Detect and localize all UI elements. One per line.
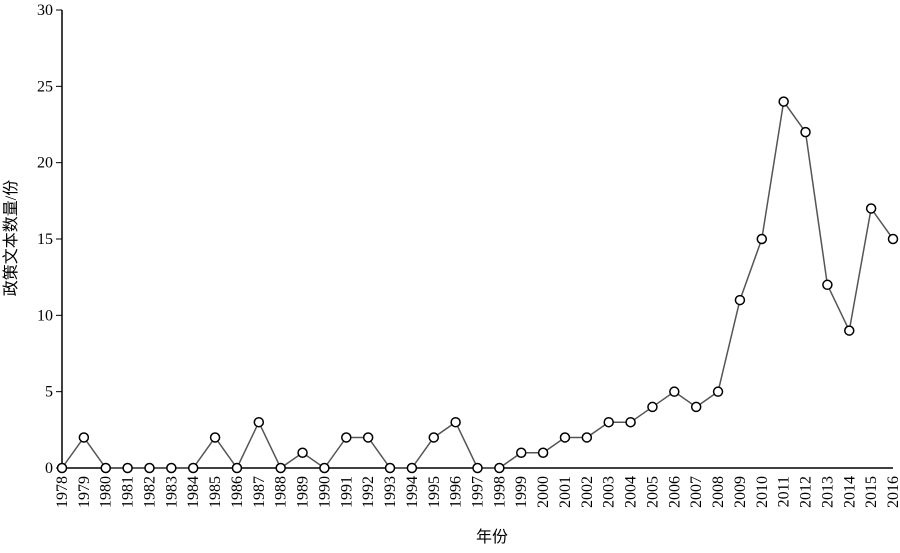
x-tick-label: 1986 (229, 476, 246, 508)
data-point (253, 416, 265, 428)
x-axis-label: 年份 (476, 528, 508, 546)
data-point (603, 416, 614, 428)
y-tick-label: 15 (37, 231, 53, 248)
data-point (56, 462, 68, 474)
data-point (537, 447, 549, 458)
data-point (669, 386, 680, 397)
data-point (78, 432, 90, 443)
x-tick-label: 1993 (382, 476, 399, 508)
data-point (166, 462, 177, 474)
x-tick-label: 2012 (798, 476, 815, 508)
x-tick-label: 2007 (688, 476, 705, 508)
data-point (100, 462, 111, 474)
y-tick-label: 20 (37, 155, 53, 172)
x-tick-label: 2009 (732, 476, 749, 508)
data-point (297, 447, 308, 458)
y-tick-label: 0 (45, 460, 53, 477)
data-point (362, 432, 374, 443)
data-point (581, 432, 593, 443)
data-point (494, 462, 505, 474)
x-tick-label: 2006 (666, 476, 683, 508)
x-tick-label: 1988 (273, 476, 290, 508)
data-point (231, 462, 243, 474)
x-tick-label: 1989 (295, 476, 312, 508)
x-tick-label: 2001 (557, 476, 574, 508)
data-point (625, 416, 636, 428)
x-tick-label: 2004 (623, 476, 640, 508)
data-point (800, 126, 811, 138)
x-tick-label: 1992 (360, 476, 377, 508)
x-tick-label: 1982 (141, 476, 158, 508)
data-point (822, 279, 833, 291)
y-tick-label: 5 (45, 384, 53, 401)
data-point (690, 401, 702, 413)
x-tick-label: 2005 (644, 476, 661, 508)
data-point (887, 233, 899, 245)
x-tick-label: 2011 (776, 476, 793, 507)
data-point (209, 432, 221, 443)
x-tick-label: 1983 (163, 476, 180, 508)
data-point (187, 462, 199, 474)
x-tick-label: 1994 (404, 476, 421, 508)
data-point (144, 462, 155, 474)
x-tick-label: 1978 (54, 476, 71, 508)
x-tick-label: 2014 (841, 476, 858, 508)
y-tick-label: 25 (37, 78, 53, 95)
data-point (472, 462, 483, 474)
x-tick-label: 2000 (535, 476, 552, 508)
data-point (122, 462, 133, 474)
data-point (341, 432, 352, 443)
data-point (756, 233, 768, 245)
data-point (406, 462, 418, 474)
x-tick-label: 1987 (251, 476, 268, 508)
data-point (647, 401, 658, 413)
data-point (428, 432, 440, 443)
data-point (844, 325, 855, 336)
x-tick-label: 2002 (579, 476, 596, 508)
data-point (515, 447, 527, 458)
data-point (275, 462, 286, 474)
x-tick-label: 1985 (207, 476, 224, 508)
x-tick-label: 2015 (863, 476, 880, 508)
y-tick-label: 10 (37, 307, 53, 324)
x-tick-label: 1979 (76, 476, 93, 508)
x-tick-label: 1991 (338, 476, 355, 508)
x-tick-label: 2008 (710, 476, 727, 508)
y-tick-label: 30 (37, 2, 53, 19)
x-tick-label: 2013 (819, 476, 836, 508)
x-tick-label: 2016 (885, 476, 900, 508)
data-line (61, 99, 894, 470)
data-point (319, 462, 330, 474)
data-point (450, 416, 461, 428)
data-point (865, 203, 877, 214)
x-tick-label: 1999 (513, 476, 530, 508)
x-tick-label: 1997 (470, 476, 487, 508)
data-point (559, 432, 571, 443)
data-point (778, 96, 789, 107)
data-point (384, 462, 396, 474)
x-tick-label: 1990 (316, 476, 333, 508)
x-tick-label: 2003 (601, 476, 618, 508)
y-axis-label: 政策文本数量/份 (2, 180, 20, 296)
x-tick-label: 1980 (98, 476, 115, 508)
x-tick-label: 1981 (120, 476, 137, 508)
x-tick-label: 1995 (426, 476, 443, 508)
x-tick-label: 2010 (754, 476, 771, 508)
data-point (734, 294, 746, 306)
x-tick-label: 1984 (185, 476, 202, 508)
data-point (712, 386, 724, 397)
x-tick-label: 1996 (448, 476, 465, 508)
x-tick-label: 1998 (491, 476, 508, 508)
